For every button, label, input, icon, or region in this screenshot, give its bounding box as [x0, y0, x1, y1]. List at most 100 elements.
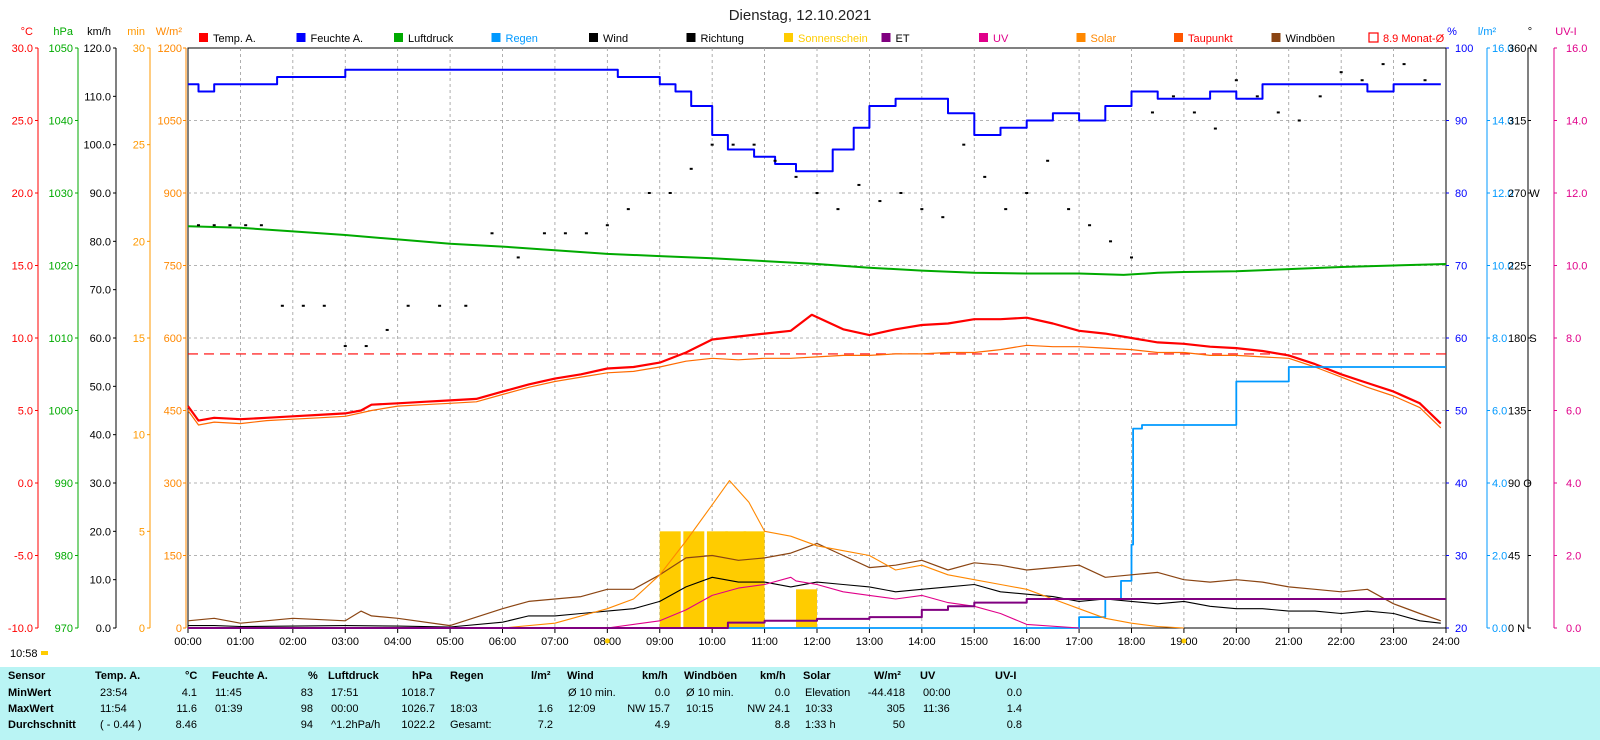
axis-tick-label-wind: 30.0 — [90, 478, 111, 490]
legend-swatch-8 — [979, 33, 988, 42]
stats-header-solar: Solar — [803, 670, 831, 682]
legend-swatch-0 — [199, 33, 208, 42]
series-line-7 — [502, 480, 1184, 629]
wind-direction-point — [1109, 240, 1113, 243]
axis-tick-label-pressure: 1030 — [49, 188, 73, 200]
wind-direction-point — [1150, 111, 1154, 114]
axis-tick-label-uvi: 10.0 — [1566, 261, 1587, 273]
axis-tick-label-wind: 70.0 — [90, 285, 111, 297]
x-tick-label: 10:00 — [698, 636, 726, 648]
wind-direction-point — [301, 304, 305, 307]
axis-tick-label-wind: 60.0 — [90, 333, 111, 345]
x-tick-label: 11:00 — [751, 636, 778, 648]
stats-header-temp: Temp. A. — [95, 670, 141, 682]
wind-direction-point — [1276, 111, 1280, 114]
x-tick-label: 00:00 — [174, 636, 202, 648]
axis-tick-label-direction: 0 N — [1508, 623, 1525, 635]
axis-tick-label-temp: 20.0 — [12, 188, 33, 200]
axis-tick-label-rain: 4.0 — [1492, 478, 1507, 490]
wind-direction-point — [668, 192, 672, 194]
x-tick-label: 07:00 — [541, 636, 569, 648]
legend-label-8: UV — [993, 33, 1009, 45]
current-time-marker — [41, 651, 48, 655]
axis-tick-label-wind: 110.0 — [84, 91, 111, 103]
stats-header-temp-unit: °C — [185, 670, 198, 682]
axis-tick-label-rain: 16.0 — [1492, 43, 1513, 55]
axis-tick-label-humidity: 90 — [1455, 116, 1467, 128]
x-tick-label: 03:00 — [331, 636, 359, 648]
legend-swatch-6 — [784, 33, 793, 42]
axis-tick-label-solar: 1050 — [158, 116, 182, 128]
axis-tick-label-wind: 0.0 — [96, 623, 111, 635]
legend-label-1: Feuchte A. — [311, 33, 364, 45]
axis-unit-rain: l/m² — [1478, 26, 1497, 38]
legend-swatch-7 — [881, 33, 891, 42]
stats-cell-press-t: 00:00 — [331, 703, 359, 715]
stats-cell-temp-t: 23:54 — [100, 687, 128, 699]
stats-cell-wind-t: Ø 10 min. — [568, 687, 616, 699]
wind-direction-point — [244, 224, 248, 227]
wind-direction-point — [406, 304, 410, 307]
stats-cell-wind-v: 4.9 — [654, 719, 670, 731]
axis-unit-sunshine: min — [127, 26, 145, 38]
legend-label-3: Regen — [506, 33, 538, 45]
wind-direction-point — [228, 224, 232, 227]
stats-header-rain: Regen — [450, 670, 484, 682]
stats-cell-press-v: 1018.7 — [401, 687, 435, 699]
axis-tick-label-wind: 50.0 — [90, 381, 111, 393]
series-line-2 — [188, 68, 1441, 173]
axis-tick-label-wind: 80.0 — [90, 236, 111, 248]
weather-chart: Dienstag, 12.10.2021 Temp. A. Feuchte A. L… — [7, 7, 1588, 660]
axis-tick-label-rain: 2.0 — [1492, 551, 1507, 563]
axis-tick-label-pressure: 1000 — [49, 406, 73, 418]
x-tick-label: 14:00 — [908, 636, 936, 648]
stats-cell-gust-t: 10:15 — [686, 703, 714, 715]
wind-direction-point — [259, 224, 263, 227]
axis-tick-label-uvi: 12.0 — [1566, 188, 1587, 200]
stats-cell-press-v: 1026.7 — [401, 703, 435, 715]
wind-direction-point — [464, 304, 468, 307]
legend-swatch-2 — [394, 33, 403, 42]
wind-direction-point — [1192, 111, 1196, 114]
sun-event-marker — [1181, 638, 1187, 644]
stats-cell-wind-v: 0.0 — [654, 687, 670, 699]
stats-cell-uv-t: 00:00 — [923, 687, 951, 699]
x-tick-label: 22:00 — [1327, 636, 1355, 648]
axis-tick-label-solar: 600 — [164, 333, 182, 345]
axis-tick-label-wind: 10.0 — [90, 575, 111, 587]
wind-direction-point — [836, 208, 840, 211]
axis-tick-label-pressure: 970 — [55, 623, 73, 635]
wind-direction-point — [626, 208, 630, 211]
stats-cell-gust-v: 0.0 — [774, 687, 790, 699]
stats-cell-press-t: 17:51 — [331, 687, 359, 699]
axis-tick-label-pressure: 1020 — [49, 261, 73, 273]
sunshine-bar — [743, 531, 765, 628]
axis-tick-label-sunshine: 20 — [133, 236, 145, 248]
stats-cell-press-t: ^1.2hPa/h — [331, 719, 381, 731]
stats-cell-hum-v: 83 — [300, 687, 313, 699]
axis-tick-label-direction: 225 — [1508, 261, 1526, 273]
x-axis: 00:00 01:00 02:00 03:00 04:00 05:00 06:00 07:00… — [174, 628, 1460, 648]
axis-tick-label-direction: 315 — [1508, 116, 1526, 128]
wind-direction-point — [1025, 192, 1029, 194]
axis-tick-label-rain: 12.0 — [1492, 188, 1513, 200]
axis-unit-humidity: % — [1447, 26, 1457, 38]
stats-cell-temp-v: 11.6 — [176, 703, 197, 715]
wind-direction-point — [1423, 79, 1427, 82]
axis-tick-label-sunshine: 15 — [133, 333, 145, 345]
x-tick-label: 09:00 — [646, 636, 674, 648]
legend-label-11: Windböen — [1286, 33, 1336, 45]
stats-cell-hum-t: 11:45 — [215, 687, 242, 699]
wind-direction-point — [1402, 63, 1406, 66]
wind-direction-point — [773, 159, 777, 162]
x-tick-label: 01:00 — [227, 636, 255, 648]
wind-direction-point — [731, 143, 735, 146]
axis-tick-label-rain: 14.0 — [1492, 116, 1513, 128]
x-tick-label: 17:00 — [1065, 636, 1093, 648]
right-axes: % 100 90 80 70 60 50 40 30 20 l/m² 16.0 14.0 12.0 10.0… — [1446, 26, 1587, 635]
chart-title: Dienstag, 12.10.2021 — [729, 7, 872, 24]
stats-cell-temp-v: 8.46 — [175, 719, 197, 731]
wind-direction-point — [941, 216, 945, 219]
stats-header-uv: UV — [920, 670, 936, 682]
stats-cell-temp-v: 4.1 — [181, 687, 197, 699]
